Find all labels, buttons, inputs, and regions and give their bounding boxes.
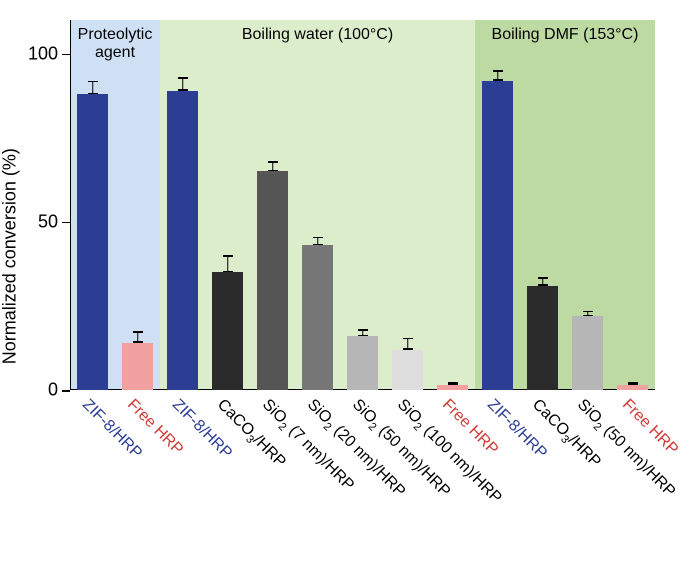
bar	[302, 245, 333, 390]
error-bar	[178, 77, 188, 90]
error-bar	[628, 382, 638, 385]
bar	[257, 171, 288, 390]
error-bar	[583, 311, 593, 316]
y-axis-label: Normalized conversion (%)	[0, 148, 21, 364]
error-bar	[493, 70, 503, 80]
plot-area: ProteolyticagentBoiling water (100°C)Boi…	[70, 20, 655, 390]
y-tick-label: 0	[48, 380, 70, 401]
bar	[77, 94, 108, 390]
error-bar	[223, 255, 233, 272]
bar	[482, 81, 513, 390]
bar	[347, 336, 378, 390]
error-bar	[268, 161, 278, 171]
x-labels-group: ZIF-8/HRPFree HRPZIF-8/HRPCaCO3/HRPSiO2 …	[70, 390, 655, 570]
bars-group	[70, 20, 655, 390]
error-bar	[403, 338, 413, 350]
bar	[122, 343, 153, 390]
error-bar	[538, 277, 548, 285]
error-bar	[88, 81, 98, 94]
bar-chart: Normalized conversion (%) Proteolyticage…	[0, 0, 685, 587]
error-bar	[358, 329, 368, 336]
bar	[527, 286, 558, 390]
error-bar	[313, 237, 323, 245]
error-bar	[133, 331, 143, 343]
bar	[392, 350, 423, 390]
bar	[167, 91, 198, 390]
y-tick-label: 50	[38, 211, 70, 232]
y-tick-label: 100	[28, 43, 70, 64]
bar	[212, 272, 243, 390]
error-bar	[448, 382, 458, 385]
bar	[572, 316, 603, 390]
